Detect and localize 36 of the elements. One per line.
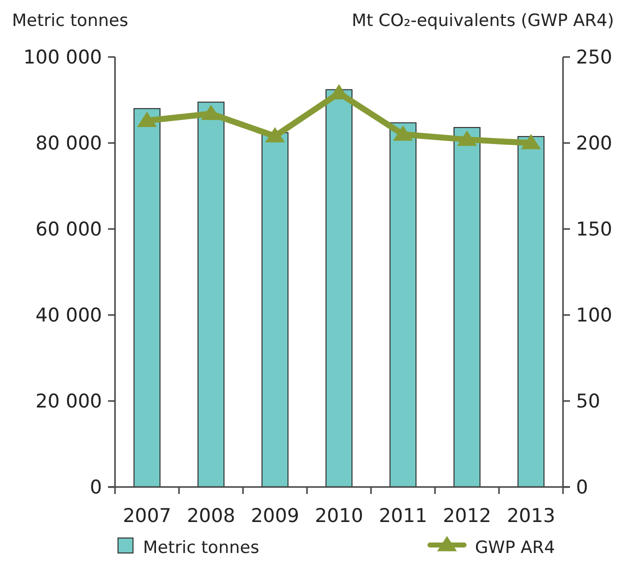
- bar: [518, 136, 544, 488]
- y2-axis-title: Mt CO₂-equivalents (GWP AR4): [352, 11, 614, 31]
- y-tick-label: 100 000: [23, 46, 102, 69]
- legend-label: Metric tonnes: [143, 538, 260, 558]
- x-tick-label: 2009: [250, 505, 300, 527]
- x-tick-label: 2013: [506, 505, 556, 527]
- y2-tick-label: 200: [576, 132, 612, 155]
- bar: [198, 102, 224, 488]
- y2-tick-label: 100: [576, 304, 612, 327]
- x-tick-label: 2008: [186, 505, 236, 527]
- bar: [326, 89, 352, 488]
- legend-label: GWP AR4: [475, 538, 555, 558]
- x-tick-label: 2010: [314, 505, 364, 527]
- y-tick-label: 0: [90, 476, 102, 499]
- y-tick-label: 40 000: [36, 304, 102, 327]
- point: [137, 112, 157, 127]
- point: [201, 104, 221, 120]
- bar: [262, 132, 288, 488]
- y2-tick-label: 0: [576, 476, 588, 499]
- y-tick-label: 20 000: [36, 390, 102, 413]
- y2-tick-label: 250: [576, 46, 612, 69]
- x-tick-label: 2007: [122, 505, 172, 527]
- x-tick-label: 2011: [378, 505, 428, 527]
- point: [521, 134, 541, 150]
- y2-tick-label: 50: [576, 390, 600, 413]
- y2-tick-label: 150: [576, 218, 612, 241]
- bar: [390, 122, 416, 488]
- point: [265, 127, 285, 142]
- bar: [454, 127, 480, 488]
- point: [393, 125, 413, 141]
- point: [457, 130, 477, 146]
- y-axis-title: Metric tonnes: [12, 11, 128, 31]
- y-tick-label: 60 000: [36, 218, 102, 241]
- x-tick-label: 2012: [442, 505, 492, 527]
- y-tick-label: 80 000: [36, 132, 102, 155]
- bar: [134, 108, 160, 488]
